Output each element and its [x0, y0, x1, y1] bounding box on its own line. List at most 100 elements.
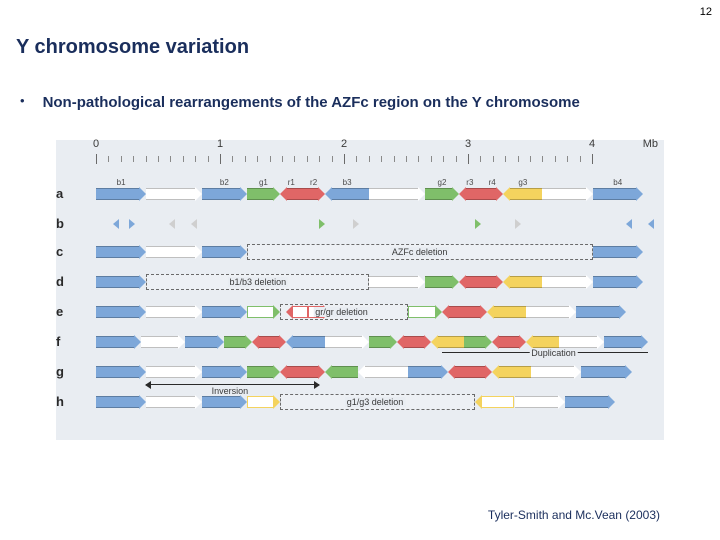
segment-arrow: [559, 336, 604, 348]
segment-arrow: [509, 336, 526, 348]
scale-label: 1: [217, 138, 223, 150]
row-label: g: [56, 364, 80, 379]
segment-arrow: [576, 306, 626, 318]
segment-arrow: [470, 366, 492, 378]
segment-label: b1: [117, 178, 126, 187]
segment-arrow: [146, 366, 202, 378]
mini-arrow: [129, 219, 135, 229]
segment-arrow: [442, 306, 464, 318]
row-track: b1b2g1r1r2b3g2r3r4g3b4: [96, 186, 654, 202]
segment-arrow: [286, 306, 308, 318]
segment-arrow: [481, 276, 503, 288]
segment-arrow: [531, 366, 581, 378]
segment-label: g1: [259, 178, 268, 187]
deletion-label: gr/gr deletion: [313, 307, 370, 317]
segment-arrow: [202, 396, 247, 408]
segment-arrow: [146, 396, 202, 408]
segment-label: r2: [310, 178, 317, 187]
row-label: a: [56, 186, 80, 201]
segment-arrow: [492, 366, 531, 378]
segment-arrow: [269, 336, 286, 348]
segment-arrow: [448, 366, 470, 378]
segment-label: b4: [613, 178, 622, 187]
segment-arrow: [202, 306, 247, 318]
segment-arrow: [475, 396, 514, 408]
row-track: g1/g3 deletion: [96, 394, 654, 410]
segment-arrow: [325, 366, 358, 378]
segment-arrow: [252, 336, 269, 348]
segment-arrow: [146, 246, 202, 258]
segment-arrow: [202, 366, 247, 378]
segment-arrow: [280, 366, 302, 378]
segment-arrow: g1: [247, 188, 280, 200]
segment-arrow: [565, 396, 615, 408]
mini-arrow: [319, 219, 325, 229]
segment-arrow: [425, 276, 458, 288]
segment-arrow: [247, 366, 280, 378]
scale-label: 3: [465, 138, 471, 150]
segment-arrow: [542, 188, 592, 200]
diagram-row-g: g Inversion: [56, 358, 664, 386]
segment-arrow: [397, 336, 414, 348]
deletion-label: g1/g3 deletion: [345, 397, 406, 407]
scale-unit: Mb: [643, 138, 658, 150]
row-track: Inversion: [96, 364, 654, 380]
segment-arrow: [141, 336, 186, 348]
segment-label: r1: [288, 178, 295, 187]
segment-arrow: [247, 306, 280, 318]
segment-arrow: r1: [280, 188, 302, 200]
segment-arrow: b1: [96, 188, 146, 200]
segment-arrow: [358, 366, 408, 378]
segment-arrow: [464, 306, 486, 318]
segment-arrow: [146, 306, 202, 318]
segment-arrow: [414, 336, 431, 348]
segment-arrow: [96, 246, 146, 258]
segment-arrow: [542, 276, 592, 288]
diagram-row-b: b: [56, 210, 664, 238]
mini-arrow: [113, 219, 119, 229]
row-track: Duplication: [96, 334, 654, 350]
diagram-row-a: a b1b2g1r1r2b3g2r3r4g3b4: [56, 180, 664, 208]
mini-arrow: [169, 219, 175, 229]
row-label: e: [56, 304, 80, 319]
segment-arrow: [369, 188, 425, 200]
segment-arrow: [604, 336, 649, 348]
feature-label: Duplication: [529, 348, 578, 358]
row-label: d: [56, 274, 80, 289]
row-track: b1/b3 deletion: [96, 274, 654, 290]
page-number: 12: [700, 6, 712, 18]
segment-arrow: r2: [302, 188, 324, 200]
segment-arrow: [325, 336, 370, 348]
page-title: Y chromosome variation: [16, 36, 249, 59]
row-label: f: [56, 334, 80, 349]
segment-arrow: [593, 276, 643, 288]
segment-arrow: [96, 276, 146, 288]
row-track: AZFc deletion: [96, 244, 654, 260]
citation: Tyler-Smith and Mc.Vean (2003): [488, 508, 660, 522]
segment-arrow: r3: [459, 188, 481, 200]
bullet-row: • Non-pathological rearrangements of the…: [20, 92, 700, 113]
segment-arrow: [581, 366, 631, 378]
segment-arrow: [96, 396, 146, 408]
mini-arrow: [648, 219, 654, 229]
scale-label: 2: [341, 138, 347, 150]
deletion-label: AZFc deletion: [390, 247, 450, 257]
row-label: c: [56, 244, 80, 259]
row-track: [96, 216, 654, 232]
segment-arrow: g2: [425, 188, 458, 200]
bullet-text: Non-pathological rearrangements of the A…: [43, 92, 580, 113]
segment-arrow: [515, 396, 565, 408]
segment-arrow: [492, 336, 509, 348]
segment-arrow: [464, 336, 492, 348]
scale-label: 4: [589, 138, 595, 150]
diagram-row-d: d b1/b3 deletion: [56, 268, 664, 296]
segment-arrow: [224, 336, 252, 348]
segment-arrow: [96, 306, 146, 318]
segment-arrow: [302, 366, 324, 378]
segment-label: b2: [220, 178, 229, 187]
segment-arrow: [369, 276, 425, 288]
row-label: h: [56, 394, 80, 409]
scale-label: 0: [93, 138, 99, 150]
bullet-marker: •: [20, 92, 25, 110]
segment-arrow: [503, 276, 542, 288]
